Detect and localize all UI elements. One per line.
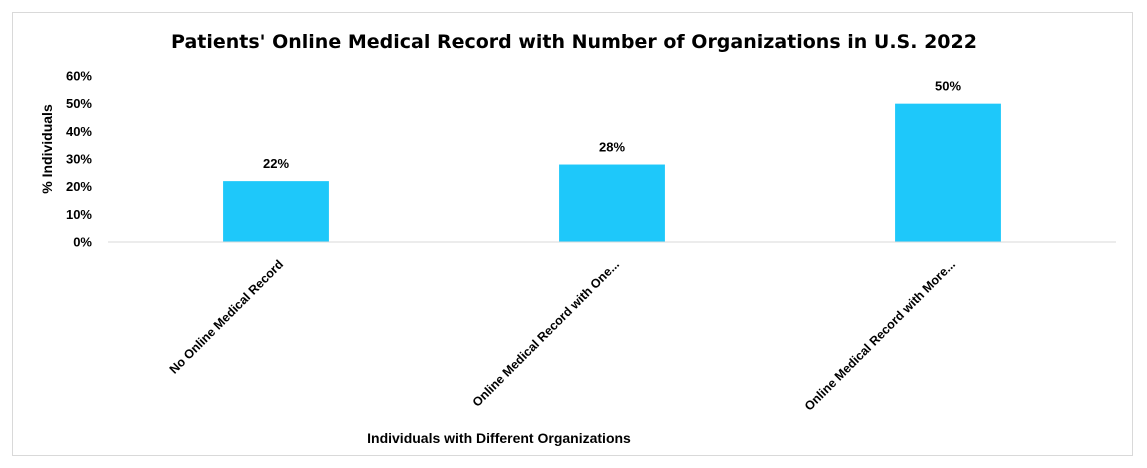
y-tick-label: 60% [66,69,92,84]
y-tick-label: 40% [66,124,92,139]
data-labels-group: 22% 28% 50% [263,79,961,171]
data-label: 28% [599,140,625,155]
category-label: No Online Medical Record [167,257,286,376]
y-axis-ticks: 0% 10% 20% 30% 40% 50% 60% [66,69,92,250]
y-tick-label: 20% [66,179,92,194]
data-label: 50% [935,79,961,94]
bar [559,164,665,242]
y-axis-title: % Individuals [39,104,55,194]
bars-group [223,103,1001,243]
category-label: Online Medical Record with One... [470,257,622,409]
bar [223,181,329,242]
data-label: 22% [263,156,289,171]
y-tick-label: 50% [66,96,92,111]
x-axis-title: Individuals with Different Organizations [367,430,631,446]
y-tick-label: 0% [73,235,92,250]
category-labels-group: No Online Medical Record Online Medical R… [167,257,958,413]
bar-chart: Patients' Online Medical Record with Num… [39,31,1116,446]
y-tick-label: 10% [66,207,92,222]
y-tick-label: 30% [66,152,92,167]
bar [895,103,1001,243]
category-label: Online Medical Record with More... [802,257,958,413]
chart-frame: Patients' Online Medical Record with Num… [12,12,1133,456]
chart-title: Patients' Online Medical Record with Num… [171,31,977,53]
